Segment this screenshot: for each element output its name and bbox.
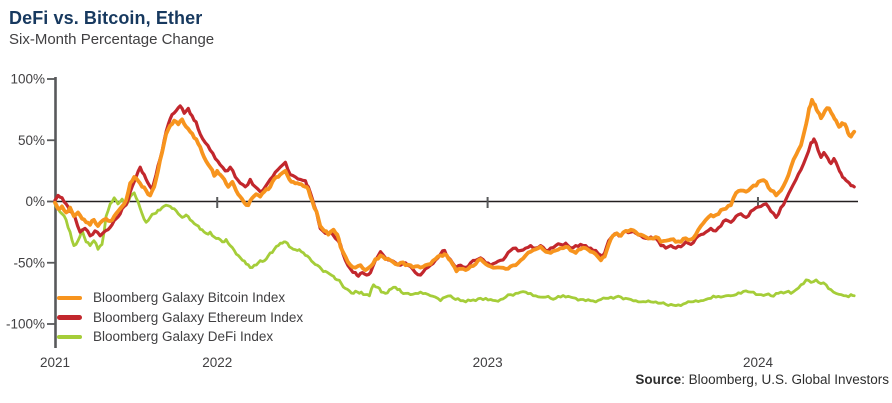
- legend-swatch-ethereum: [57, 315, 82, 320]
- legend: Bloomberg Galaxy Bitcoin Index Bloomberg…: [57, 288, 303, 347]
- y-tick-label: 0%: [25, 194, 45, 209]
- legend-label-ethereum: Bloomberg Galaxy Ethereum Index: [93, 309, 304, 325]
- y-tick-label: -50%: [13, 255, 45, 270]
- chart-subtitle: Six-Month Percentage Change: [9, 31, 215, 48]
- x-tick-label: 2022: [202, 355, 232, 370]
- legend-item-bitcoin: Bloomberg Galaxy Bitcoin Index: [57, 288, 303, 308]
- y-tick-label: -100%: [6, 317, 45, 332]
- legend-swatch-defi: [57, 334, 82, 339]
- legend-label-defi: Bloomberg Galaxy DeFi Index: [93, 329, 274, 345]
- series-line-defi: [53, 191, 856, 307]
- y-tick-label: 100%: [10, 72, 45, 87]
- source-label: Source: [635, 372, 682, 387]
- legend-item-defi: Bloomberg Galaxy DeFi Index: [57, 327, 303, 347]
- x-tick-label: 2023: [473, 355, 503, 370]
- legend-label-bitcoin: Bloomberg Galaxy Bitcoin Index: [93, 290, 286, 306]
- x-tick-label: 2024: [743, 355, 774, 370]
- series-line-ethereum: [53, 104, 856, 278]
- source-text: : Bloomberg, U.S. Global Investors: [681, 372, 889, 387]
- chart-title: DeFi vs. Bitcoin, Ether: [9, 8, 203, 28]
- y-tick-label: 50%: [18, 133, 45, 148]
- x-tick-label: 2021: [40, 355, 70, 370]
- series-line-bitcoin: [53, 97, 857, 274]
- legend-item-ethereum: Bloomberg Galaxy Ethereum Index: [57, 308, 303, 328]
- legend-swatch-bitcoin: [57, 295, 82, 300]
- source-attribution: Source: Bloomberg, U.S. Global Investors: [635, 372, 889, 387]
